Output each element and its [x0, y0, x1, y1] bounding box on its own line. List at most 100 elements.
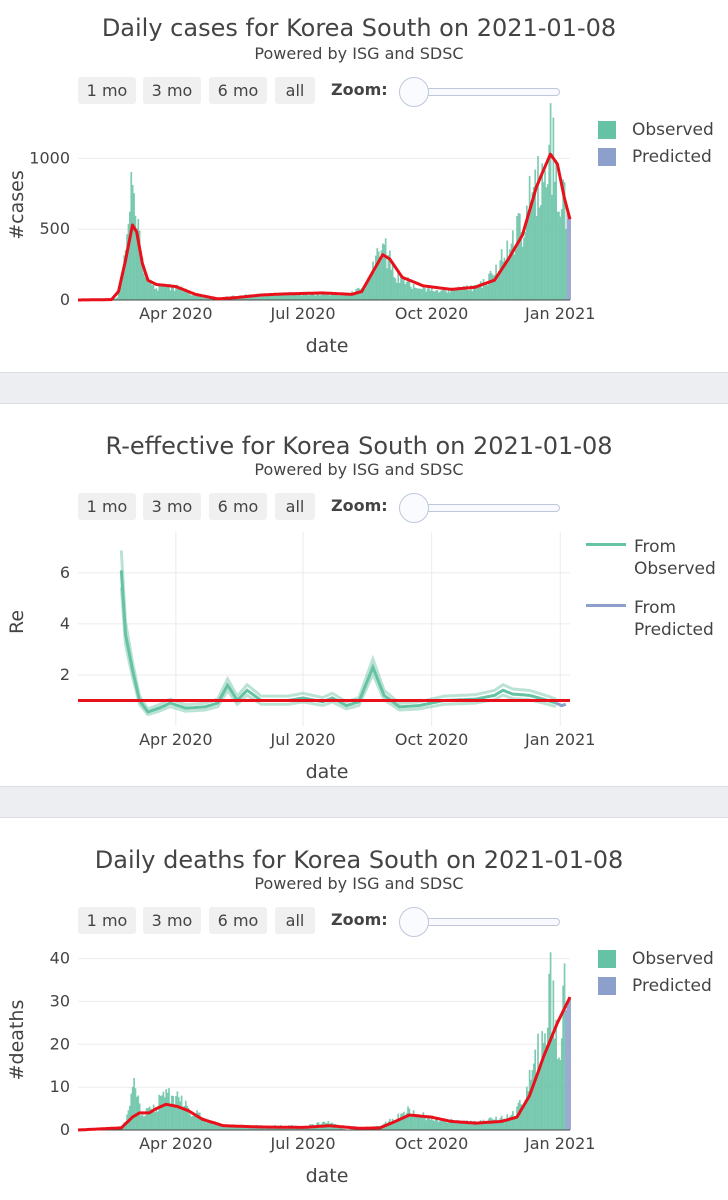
observed-bar [401, 1113, 404, 1130]
observed-bar [565, 228, 567, 300]
observed-bar [133, 193, 135, 300]
observed-bar [243, 296, 246, 300]
observed-bar [551, 194, 553, 300]
observed-bar [548, 973, 551, 1130]
observed-bar [423, 287, 426, 300]
observed-bar [419, 288, 422, 300]
legend-from-predicted[interactable]: From Predicted [586, 597, 724, 641]
observed-bar [444, 290, 447, 300]
observed-bar [435, 290, 437, 300]
range-button-1mo[interactable]: 1 mo [78, 77, 136, 104]
legend-observed[interactable]: Observed [598, 949, 714, 969]
observed-bar [161, 285, 163, 300]
observed-bar [527, 217, 530, 300]
observed-bar [393, 1121, 395, 1130]
observed-bar [126, 234, 128, 300]
observed-bar [142, 1116, 145, 1130]
x-axis-title: date [306, 335, 349, 357]
observed-bar [412, 283, 415, 300]
range-button-6mo[interactable]: 6 mo [209, 493, 267, 520]
predicted-bar [567, 1001, 570, 1130]
legend-predicted[interactable]: Predicted [598, 147, 712, 167]
observed-bar [198, 1112, 201, 1130]
observed-bar [337, 295, 339, 300]
observed-bar [159, 1096, 162, 1130]
observed-bar [323, 293, 325, 300]
zoom-slider-knob[interactable] [399, 77, 429, 107]
observed-bar [134, 1088, 137, 1130]
observed-bar [162, 1091, 165, 1130]
legend-observed[interactable]: Observed [598, 120, 714, 140]
range-button-3mo[interactable]: 3 mo [143, 907, 201, 934]
zoom-slider-knob[interactable] [399, 493, 429, 523]
observed-bar [194, 295, 197, 300]
observed-bar [425, 291, 428, 300]
observed-bar [253, 295, 256, 300]
zoom-slider-knob[interactable] [399, 907, 429, 937]
observed-bar [187, 291, 190, 300]
range-button-6mo[interactable]: 6 mo [209, 77, 267, 104]
observed-bar [506, 1114, 509, 1130]
observed-bar [559, 1059, 562, 1130]
observed-bar [140, 1115, 142, 1130]
observed-bar [310, 293, 313, 300]
observed-bar [177, 1097, 180, 1130]
observed-bar [267, 293, 270, 300]
range-button-1mo[interactable]: 1 mo [78, 907, 136, 934]
observed-bar [538, 1065, 541, 1130]
observed-bar [464, 1121, 467, 1130]
observed-bar [517, 212, 520, 300]
observed-bar [516, 216, 518, 300]
predicted-bar [569, 997, 571, 1130]
observed-bar [333, 294, 335, 300]
observed-bar [520, 232, 523, 300]
observed-bar [527, 1091, 530, 1130]
observed-bar [173, 291, 176, 300]
x-tick-label: Oct 2020 [395, 304, 468, 323]
legend-from-observed[interactable]: From Observed [586, 536, 724, 580]
observed-bar [134, 215, 137, 300]
observed-bar [200, 1119, 202, 1130]
observed-bar [556, 211, 559, 300]
y-axis-title: #deaths [6, 1000, 28, 1081]
cases-panel: Daily cases for Korea South on 2021-01-0… [0, 0, 728, 372]
observed-bar [412, 1110, 415, 1130]
observed-bar [316, 292, 319, 300]
legend-predicted[interactable]: Predicted [598, 976, 712, 996]
observed-bar [149, 1108, 152, 1130]
observed-bar [446, 1122, 448, 1130]
observed-bar [523, 1103, 525, 1130]
observed-bar [416, 1115, 419, 1130]
range-button-6mo[interactable]: 6 mo [209, 907, 267, 934]
observed-bar [437, 1121, 440, 1130]
observed-bar [546, 184, 549, 300]
range-button-1mo[interactable]: 1 mo [78, 493, 136, 520]
observed-bar [558, 211, 560, 300]
observed-bar [141, 257, 144, 300]
range-button-all[interactable]: all [275, 907, 315, 934]
observed-bar [193, 1113, 196, 1130]
observed-bar [257, 293, 260, 300]
observed-bar [176, 284, 179, 300]
observed-bar [518, 213, 521, 300]
range-button-3mo[interactable]: 3 mo [143, 493, 201, 520]
observed-bar [282, 294, 285, 300]
x-tick-label: Oct 2020 [395, 730, 468, 749]
observed-bar [136, 228, 138, 300]
observed-bar [155, 1108, 158, 1130]
observed-bar [484, 285, 486, 300]
range-button-all[interactable]: all [275, 493, 315, 520]
observed-bar [482, 1119, 485, 1130]
x-tick-label: Apr 2020 [139, 304, 212, 323]
observed-bar [496, 1122, 499, 1130]
observed-bar [461, 1122, 464, 1130]
range-button-all[interactable]: all [275, 77, 315, 104]
observed-bar [449, 292, 451, 300]
observed-bar [238, 1126, 240, 1130]
range-button-3mo[interactable]: 3 mo [143, 77, 201, 104]
observed-bar [278, 293, 281, 300]
predicted-bar [567, 215, 570, 300]
observed-bar [361, 288, 363, 300]
observed-bar [239, 1125, 242, 1130]
observed-bar [421, 1116, 423, 1130]
